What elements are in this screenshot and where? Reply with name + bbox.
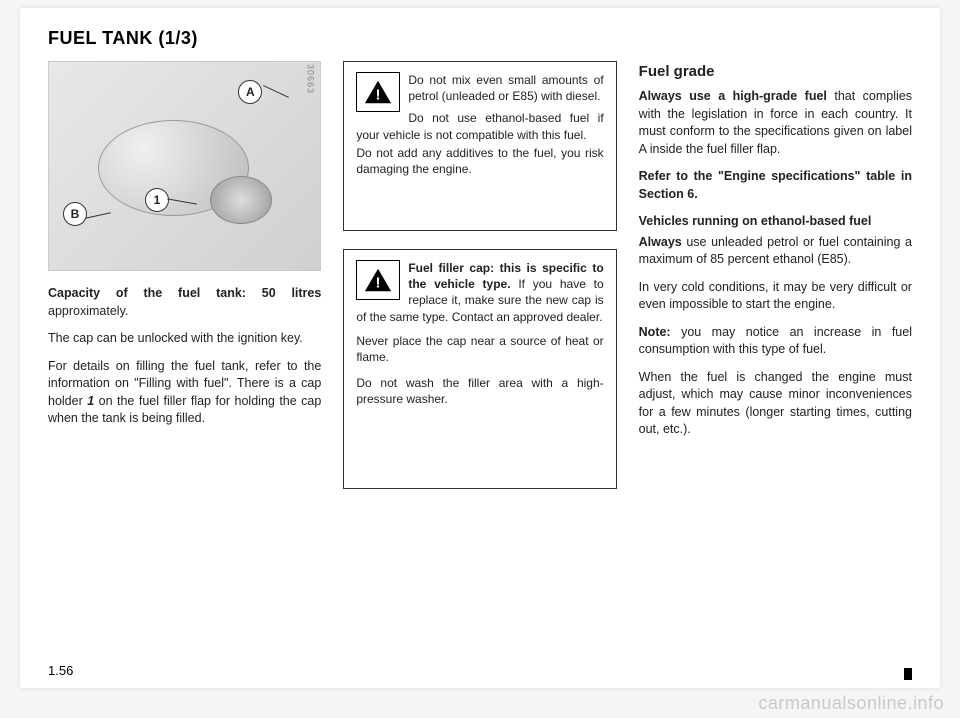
capacity-bold: Capacity of the fuel tank: 50 litres xyxy=(48,286,321,300)
page-number: 1.56 xyxy=(48,663,73,678)
warning-icon: ! xyxy=(356,260,400,300)
filling-info-paragraph: For details on filling the fuel tank, re… xyxy=(48,358,321,428)
leader-b xyxy=(85,212,111,219)
manual-page: FUEL TANK (1/3) 30663 A B 1 Capacity of … xyxy=(20,8,940,688)
grade-p1: Always use a high-grade fuel that compli… xyxy=(639,88,912,158)
fuel-grade-heading: Fuel grade xyxy=(639,61,912,82)
column-left: 30663 A B 1 Capacity of the fuel tank: 5… xyxy=(48,61,321,507)
warn1-p2: Do not use ethanol-based fuel if your ve… xyxy=(356,111,603,141)
fuel-cap-shape xyxy=(210,176,272,224)
content-columns: 30663 A B 1 Capacity of the fuel tank: 5… xyxy=(48,61,912,507)
warn2-p3: Do not wash the filler area with a high-… xyxy=(356,375,603,407)
title-main: FUEL TANK xyxy=(48,28,158,48)
capacity-rest: approximately. xyxy=(48,304,128,318)
svg-text:!: ! xyxy=(376,87,381,104)
ethanol-note: Note: you may notice an increase in fuel… xyxy=(639,324,912,359)
warning-icon: ! xyxy=(356,72,400,112)
capacity-paragraph: Capacity of the fuel tank: 50 litres app… xyxy=(48,285,321,320)
grade-p2-bold: Refer to the "Engine specifications" tab… xyxy=(639,169,912,201)
callout-1: 1 xyxy=(145,188,169,212)
ethanol-p2: In very cold conditions, it may be very … xyxy=(639,279,912,314)
column-middle: ! Do not mix even small amounts of petro… xyxy=(343,61,616,507)
callout-a: A xyxy=(238,80,262,104)
grade-p1-bold: Always use a high-grade fuel xyxy=(639,89,827,103)
warn1-p3: Do not add any additives to the fuel, yo… xyxy=(356,146,603,176)
warn1-p1: Do not mix even small amounts of petrol … xyxy=(408,73,603,103)
leader-a xyxy=(263,85,289,98)
ethanol-heading: Vehicles running on ethanol-based fuel xyxy=(639,213,912,230)
note-rest: you may notice an increase in fuel consu… xyxy=(639,325,912,357)
title-sub: (1/3) xyxy=(158,28,198,48)
svg-text:!: ! xyxy=(376,275,381,292)
ethanol-p1: Always use unleaded petrol or fuel conta… xyxy=(639,234,912,269)
page-title: FUEL TANK (1/3) xyxy=(48,28,912,49)
fuel-flap-figure: 30663 A B 1 xyxy=(48,61,321,271)
cap-unlock-paragraph: The cap can be unlocked with the ignitio… xyxy=(48,330,321,348)
warning-box-cap: ! Fuel filler cap: this is specific to t… xyxy=(343,249,616,489)
warn2-p2: Never place the cap near a source of hea… xyxy=(356,333,603,365)
page-corner-mark xyxy=(904,668,912,680)
site-watermark: carmanualsonline.info xyxy=(758,693,944,714)
callout-b: B xyxy=(63,202,87,226)
warning-box-mixing: ! Do not mix even small amounts of petro… xyxy=(343,61,616,231)
ethanol-p1-bold: Always xyxy=(639,235,682,249)
grade-p2: Refer to the "Engine specifications" tab… xyxy=(639,168,912,203)
ethanol-p4: When the fuel is changed the engine must… xyxy=(639,369,912,439)
note-bold: Note: xyxy=(639,325,671,339)
figure-id: 30663 xyxy=(304,64,317,94)
column-right: Fuel grade Always use a high-grade fuel … xyxy=(639,61,912,507)
